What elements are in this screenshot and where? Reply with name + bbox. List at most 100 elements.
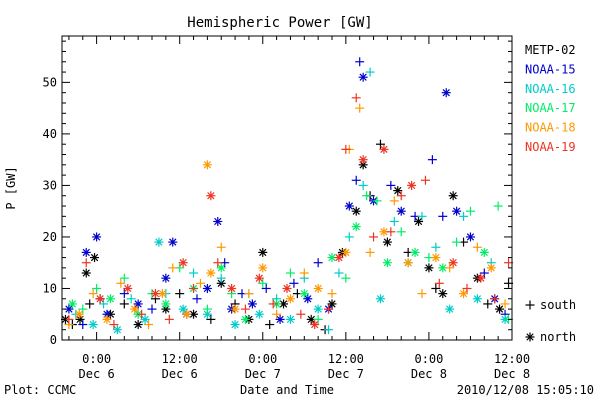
y-tick-label: 30 xyxy=(43,178,57,192)
data-point-noaa-15-north xyxy=(275,314,285,324)
data-point-noaa-19-north xyxy=(358,155,368,165)
x-tick-date-label: Dec 7 xyxy=(245,367,281,381)
chart-title: Hemispheric Power [GW] xyxy=(187,15,372,31)
legend-item: NOAA-18 xyxy=(525,121,576,135)
data-point-noaa-16-south xyxy=(365,67,375,77)
data-point-noaa-18-north xyxy=(102,314,112,324)
data-point-noaa-19-south xyxy=(164,314,174,324)
data-point-noaa-16-north xyxy=(254,309,264,319)
legend: METP-02 NOAA-15 NOAA-16 NOAA-17 NOAA-18 NOAA-… xyxy=(525,43,576,344)
data-point-noaa-19-south xyxy=(81,258,91,268)
y-tick-label: 40 xyxy=(43,127,57,141)
data-point-noaa-15-north xyxy=(358,72,368,82)
data-point-metp-02-north xyxy=(424,263,434,273)
data-point-noaa-15-north xyxy=(441,88,451,98)
data-point-noaa-17-south xyxy=(362,191,372,201)
x-tick-time-label: 12:00 xyxy=(328,352,364,366)
data-point-noaa-15-south xyxy=(313,258,323,268)
data-point-noaa-19-south xyxy=(420,175,430,185)
data-point-noaa-16-north xyxy=(178,304,188,314)
data-point-noaa-15-south xyxy=(119,289,129,299)
data-point-noaa-16-south xyxy=(126,294,136,304)
data-point-noaa-19-north xyxy=(379,144,389,154)
data-point-noaa-16-south xyxy=(334,268,344,278)
data-point-noaa-18-south xyxy=(472,242,482,252)
data-point-noaa-19-north xyxy=(206,191,216,201)
data-point-noaa-18-south xyxy=(116,278,126,288)
data-point-noaa-16-north xyxy=(140,314,150,324)
data-point-noaa-15-south xyxy=(289,278,299,288)
data-point-noaa-16-north xyxy=(154,237,164,247)
data-point-noaa-19-south xyxy=(240,304,250,314)
data-point-noaa-17-south xyxy=(372,196,382,206)
data-point-noaa-18-south xyxy=(445,263,455,273)
data-point-noaa-18-south xyxy=(365,247,375,257)
data-point-noaa-18-north xyxy=(459,289,469,299)
legend-item: NOAA-16 xyxy=(525,82,576,96)
data-point-noaa-19-north xyxy=(227,283,237,293)
data-point-noaa-17-north xyxy=(67,299,77,309)
y-tick-label: 20 xyxy=(43,230,57,244)
data-point-noaa-15-north xyxy=(344,201,354,211)
x-tick-time-label: 0:00 xyxy=(248,352,277,366)
x-tick-date-label: Dec 6 xyxy=(79,367,115,381)
data-point-noaa-16-south xyxy=(216,273,226,283)
data-point-noaa-19-south xyxy=(137,309,147,319)
data-point-noaa-19-south xyxy=(296,309,306,319)
data-point-noaa-16-north xyxy=(230,320,240,330)
data-point-metp-02-north xyxy=(279,299,289,309)
data-point-noaa-17-south xyxy=(92,283,102,293)
data-point-noaa-17-south xyxy=(202,304,212,314)
x-tick-time-label: 12:00 xyxy=(494,352,530,366)
data-point-metp-02-north xyxy=(495,304,505,314)
data-point-metp-02-north xyxy=(81,268,91,278)
y-tick-label: 50 xyxy=(43,75,57,89)
data-point-noaa-15-south xyxy=(355,57,365,67)
data-point-noaa-18-north xyxy=(202,160,212,170)
data-point-noaa-15-north xyxy=(92,232,102,242)
data-point-noaa-15-south xyxy=(479,268,489,278)
y-tick-label: 10 xyxy=(43,281,57,295)
data-point-noaa-18-north xyxy=(74,309,84,319)
data-point-noaa-15-north xyxy=(168,237,178,247)
data-point-metp-02-south xyxy=(206,314,216,324)
data-point-noaa-19-south xyxy=(341,144,351,154)
data-point-noaa-15-south xyxy=(192,294,202,304)
data-point-noaa-18-south xyxy=(299,268,309,278)
data-point-noaa-15-south xyxy=(427,155,437,165)
data-point-noaa-18-north xyxy=(341,247,351,257)
legend-marker-north xyxy=(525,332,535,342)
data-point-noaa-15-south xyxy=(147,304,157,314)
data-point-noaa-18-north xyxy=(230,304,240,314)
data-point-metp-02-north xyxy=(414,216,424,226)
data-point-noaa-19-north xyxy=(123,283,133,293)
data-point-noaa-18-south xyxy=(272,309,282,319)
data-point-metp-02-north xyxy=(351,206,361,216)
legend-marker-label: south xyxy=(540,298,576,312)
data-point-noaa-18-north xyxy=(486,263,496,273)
data-point-noaa-18-north xyxy=(130,304,140,314)
data-point-noaa-16-north xyxy=(285,314,295,324)
x-tick-date-label: Dec 8 xyxy=(411,367,447,381)
data-point-noaa-17-north xyxy=(105,294,115,304)
data-point-noaa-18-south xyxy=(327,289,337,299)
data-point-noaa-18-south xyxy=(244,289,254,299)
data-point-noaa-16-north xyxy=(88,320,98,330)
data-point-noaa-19-north xyxy=(282,283,292,293)
data-point-noaa-15-south xyxy=(351,175,361,185)
x-tick-date-label: Dec 7 xyxy=(328,367,364,381)
data-point-noaa-15-north xyxy=(465,232,475,242)
data-point-noaa-15-north xyxy=(213,216,223,226)
x-tick-time-label: 0:00 xyxy=(82,352,111,366)
data-point-noaa-18-north xyxy=(403,258,413,268)
data-point-noaa-19-south xyxy=(386,227,396,237)
data-point-noaa-15-north xyxy=(452,206,462,216)
data-point-noaa-16-south xyxy=(344,232,354,242)
data-point-noaa-15-north xyxy=(81,247,91,257)
x-tick-date-label: Dec 8 xyxy=(494,367,530,381)
data-point-noaa-18-north xyxy=(313,283,323,293)
data-point-noaa-16-north xyxy=(112,325,122,335)
x-tick-time-label: 12:00 xyxy=(162,352,198,366)
legend-marker-south xyxy=(525,300,535,310)
